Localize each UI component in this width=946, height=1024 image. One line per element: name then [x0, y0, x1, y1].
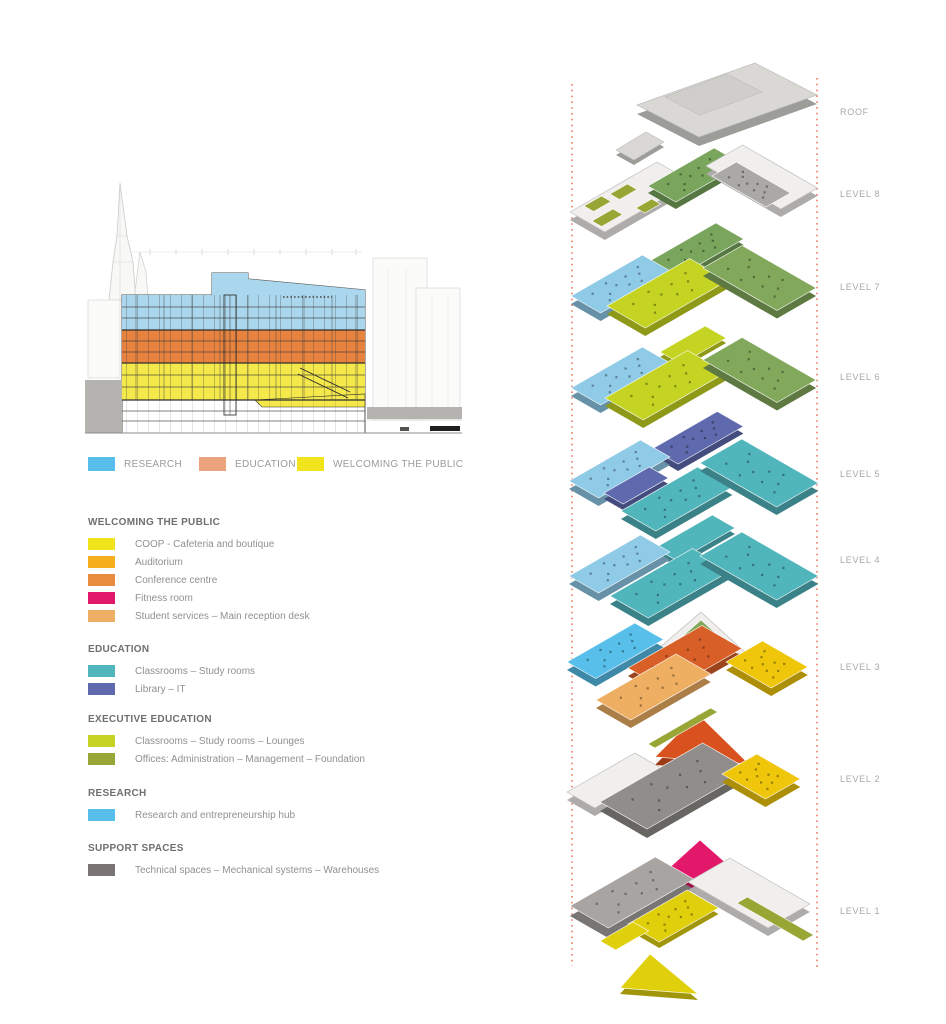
- legend-swatch: [88, 538, 115, 550]
- level-7-plate: [570, 222, 817, 336]
- exploded-axonometric: [566, 62, 820, 1000]
- legend-swatch: [199, 457, 226, 471]
- legend-item: Classrooms – Study rooms: [88, 662, 508, 680]
- legend-item: Fitness room: [88, 589, 508, 607]
- section-legend-item: EDUCATION: [199, 457, 296, 471]
- legend-swatch: [88, 864, 115, 876]
- level-label-level-4: LEVEL 4: [840, 555, 881, 565]
- legend-item-label: RESEARCH: [124, 458, 182, 470]
- legend-item-label: WELCOMING THE PUBLIC: [333, 458, 464, 470]
- level-label-level-7: LEVEL 7: [840, 282, 881, 292]
- legend-swatch: [88, 683, 115, 695]
- legend-swatch: [88, 735, 115, 747]
- legend-group-header: EXECUTIVE EDUCATION: [88, 714, 212, 725]
- legend-item: Student services – Main reception desk: [88, 607, 508, 625]
- legend-item: Conference centre: [88, 571, 508, 589]
- legend-swatch: [297, 457, 324, 471]
- legend-group-header: SUPPORT SPACES: [88, 843, 184, 854]
- section-legend-item: RESEARCH: [88, 457, 182, 471]
- legend-swatch: [88, 809, 115, 821]
- section-drawing: [85, 182, 462, 434]
- level-1-plate: [569, 856, 815, 1000]
- legend-swatch: [88, 556, 115, 568]
- legend-swatch: [88, 574, 115, 586]
- legend-group-header: EDUCATION: [88, 644, 150, 655]
- level-8-plate: [569, 144, 819, 240]
- legend-group: EDUCATION Classrooms – Study rooms Library…: [88, 644, 508, 698]
- section-ground-left: [85, 380, 122, 433]
- level-label-level-1: LEVEL 1: [840, 906, 881, 916]
- legend-group: WELCOMING THE PUBLIC COOP - Cafeteria and…: [88, 517, 508, 625]
- level-6-plate: [570, 325, 817, 428]
- legend-group-header: RESEARCH: [88, 788, 147, 799]
- legend-item: Classrooms – Study rooms – Lounges: [88, 732, 508, 750]
- legend-item-label: EDUCATION: [235, 458, 296, 470]
- legend-item-label: Offices: Administration – Management – F…: [135, 753, 365, 765]
- level-label-level-8: LEVEL 8: [840, 189, 881, 199]
- scale-bar: [430, 426, 460, 431]
- legend-item: Offices: Administration – Management – F…: [88, 750, 508, 768]
- level-label-level-3: LEVEL 3: [840, 662, 881, 672]
- legend-group: RESEARCH Research and entrepreneurship hu…: [88, 788, 508, 824]
- legend-swatch: [88, 457, 115, 471]
- legend-item-label: Library – IT: [135, 683, 186, 695]
- level-3-plate: [566, 622, 809, 772]
- legend-group-header: WELCOMING THE PUBLIC: [88, 517, 221, 528]
- legend-item: Library – IT: [88, 680, 508, 698]
- legend-item: COOP - Cafeteria and boutique: [88, 535, 508, 553]
- legend-item-label: Research and entrepreneurship hub: [135, 809, 296, 821]
- level-label-level-2: LEVEL 2: [840, 774, 881, 784]
- level-label-level-6: LEVEL 6: [840, 372, 881, 382]
- legend-swatch: [88, 665, 115, 677]
- section-legend-item: WELCOMING THE PUBLIC: [297, 457, 463, 471]
- legend-item: Technical spaces – Mechanical systems – …: [88, 861, 508, 879]
- roof-plate: [615, 62, 818, 165]
- legend-item: Research and entrepreneurship hub: [88, 806, 508, 824]
- legend-item-label: Classrooms – Study rooms: [135, 665, 256, 677]
- level-label-level-5: LEVEL 5: [840, 469, 881, 479]
- legend-group: EXECUTIVE EDUCATION Classrooms – Study ro…: [88, 714, 508, 768]
- level-label-roof: ROOF: [840, 107, 869, 117]
- legend-item-label: Student services – Main reception desk: [135, 610, 310, 622]
- legend-item: Auditorium: [88, 553, 508, 571]
- legend-swatch: [88, 592, 115, 604]
- level-5-plate: [568, 411, 820, 539]
- legend-swatch: [88, 753, 115, 765]
- legend-item-label: Classrooms – Study rooms – Lounges: [135, 735, 305, 747]
- section-ground-right: [367, 407, 462, 419]
- church-spire: [108, 182, 137, 301]
- legend-item-label: Conference centre: [135, 574, 218, 586]
- legend-group: SUPPORT SPACES Technical spaces – Mechani…: [88, 843, 508, 879]
- legend-swatch: [88, 610, 115, 622]
- legend-item-label: COOP - Cafeteria and boutique: [135, 538, 275, 550]
- legend-item-label: Fitness room: [135, 592, 193, 604]
- legend-item-label: Auditorium: [135, 556, 183, 568]
- legend-item-label: Technical spaces – Mechanical systems – …: [135, 864, 380, 876]
